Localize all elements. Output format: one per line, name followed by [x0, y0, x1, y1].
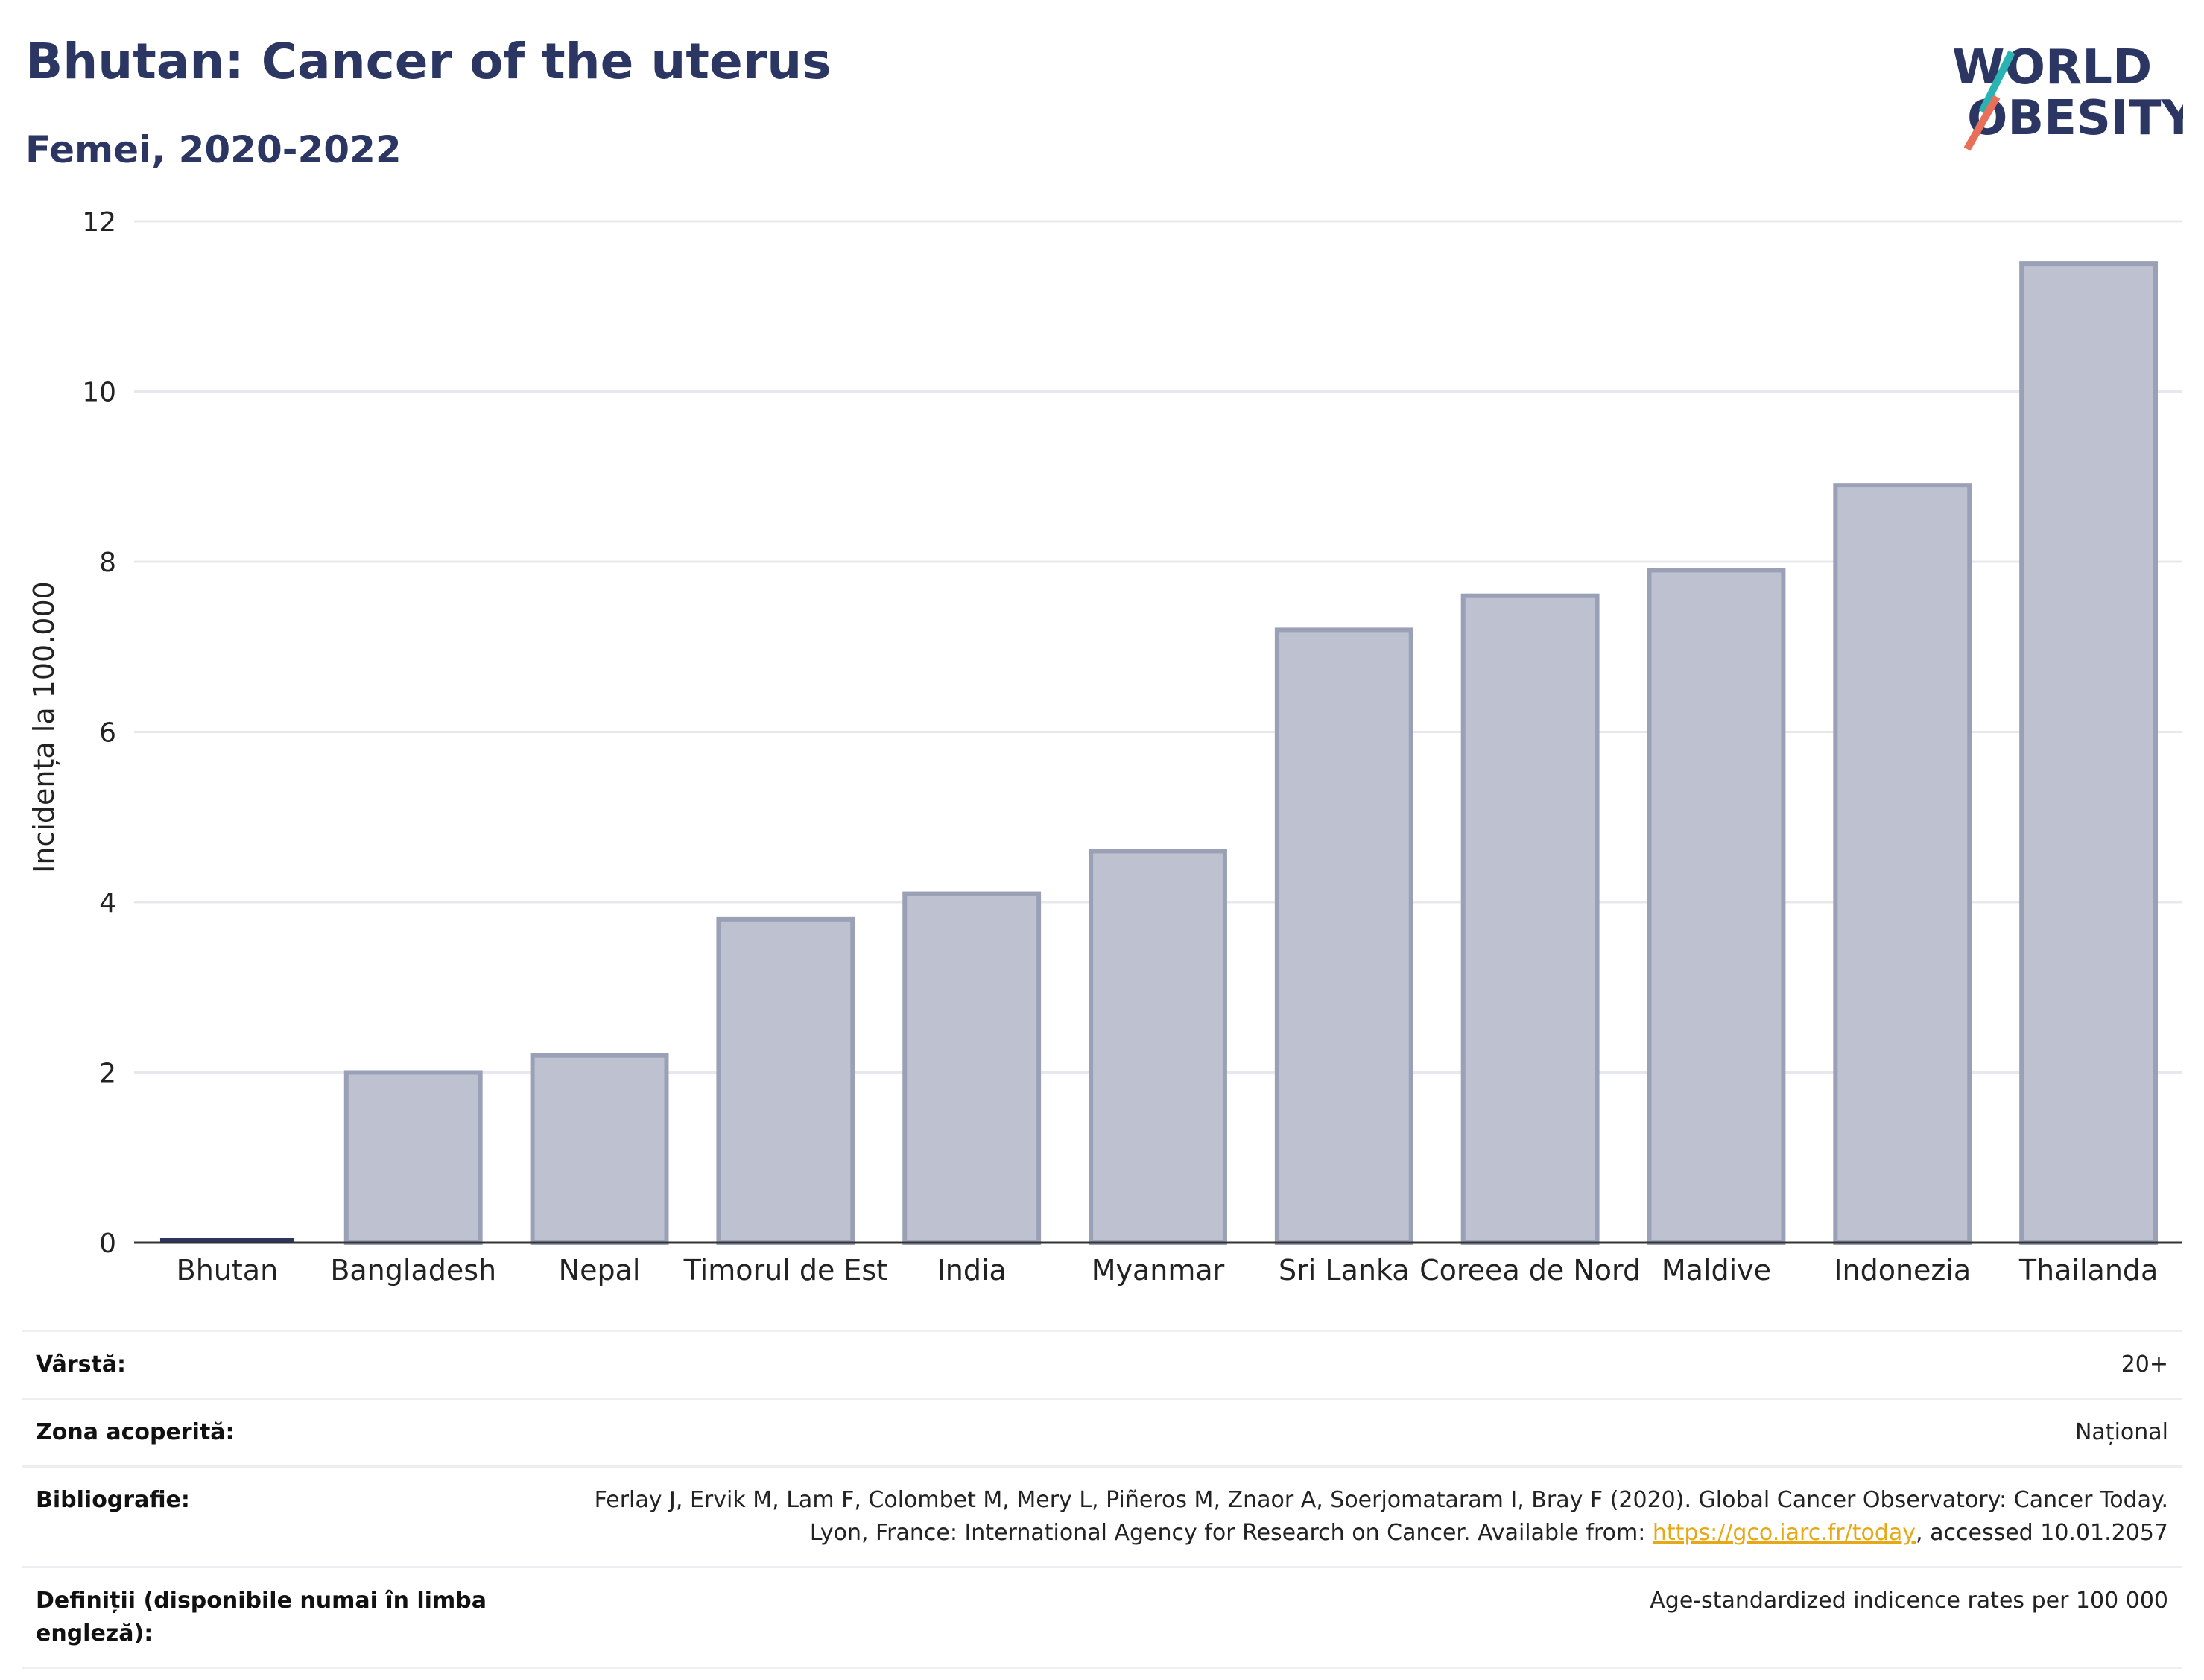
bar-chart: 0 2 4 6 8 10 12 Bhutan Bangladesh Nepal Timorul d… — [28, 207, 2182, 1287]
bibliography-accessed: , accessed 10.01.2057 — [1916, 1520, 2168, 1546]
world-obesity-logo: WORLD OBESITY — [1952, 40, 2183, 151]
x-tick-label: Maldive — [1662, 1254, 1771, 1287]
x-tick-label: Sri Lanka — [1279, 1254, 1410, 1287]
meta-value: 20+ — [2121, 1351, 2168, 1378]
y-tick-label: 10 — [82, 378, 116, 408]
bibliography-link[interactable]: https://gco.iarc.fr/today — [1652, 1520, 1916, 1546]
x-tick-label: Coreea de Nord — [1419, 1254, 1641, 1287]
bar-sri-lanka — [1274, 627, 1413, 1245]
meta-value: Age-standardized indicence rates per 100… — [1650, 1588, 2168, 1614]
y-tick-label: 6 — [99, 718, 116, 749]
bar-bhutan — [159, 1238, 294, 1243]
bibliography-text: Ferlay J, Ervik M, Lam F, Colombet M, Me… — [594, 1487, 2168, 1546]
meta-value: Național — [2074, 1419, 2168, 1445]
x-axis-ticks: Bhutan Bangladesh Nepal Timorul de Est India… — [177, 1254, 2159, 1287]
x-tick-label: Indonezia — [1834, 1254, 1971, 1287]
bar-nepal — [530, 1053, 669, 1246]
y-tick-label: 8 — [99, 548, 116, 578]
y-tick-label: 0 — [99, 1229, 116, 1259]
bar-india — [902, 891, 1042, 1245]
y-tick-label: 12 — [82, 207, 116, 238]
meta-label: Definiții (disponibile numai în limba en… — [36, 1588, 487, 1646]
y-tick-label: 2 — [99, 1059, 116, 1089]
page-title: Bhutan: Cancer of the uterus — [25, 33, 832, 90]
bar-maldive — [1647, 568, 1786, 1245]
logo-slash-teal — [1978, 50, 2015, 114]
bar-myanmar — [1089, 849, 1227, 1245]
bar-thailanda — [2019, 261, 2159, 1245]
x-tick-label: India — [937, 1254, 1007, 1287]
logo-word-world: WORLD — [1952, 40, 2152, 95]
logo-slash-coral — [1963, 95, 2001, 151]
page-subtitle: Femei, 2020-2022 — [25, 128, 402, 171]
metadata-table: Vârstă: 20+ Zona acoperită: Național Bib… — [22, 1330, 2182, 1669]
meta-label: Bibliografie: — [36, 1487, 190, 1513]
meta-row-bibliography: Bibliografie: Ferlay J, Ervik M, Lam F, … — [22, 1465, 2182, 1566]
x-tick-label: Timorul de Est — [683, 1254, 888, 1287]
meta-value: Ferlay J, Ervik M, Lam F, Colombet M, Me… — [529, 1484, 2168, 1550]
y-axis-ticks: 0 2 4 6 8 10 12 — [82, 207, 116, 1259]
x-tick-label: Nepal — [559, 1254, 641, 1287]
meta-row-definitions: Definiții (disponibile numai în limba en… — [22, 1566, 2182, 1669]
bars — [159, 261, 2159, 1246]
x-tick-label: Bhutan — [177, 1254, 279, 1287]
bar-bangladesh — [343, 1070, 483, 1245]
x-tick-label: Thailanda — [2018, 1254, 2158, 1287]
bar-coreea-de-nord — [1460, 593, 1600, 1245]
meta-row-age: Vârstă: 20+ — [22, 1330, 2182, 1398]
y-tick-label: 4 — [99, 888, 116, 919]
bar-indonezia — [1833, 483, 1972, 1245]
bar-timorul-de-est — [716, 916, 855, 1245]
meta-label: Zona acoperită: — [36, 1419, 235, 1445]
y-axis-label: Incidența la 100.000 — [28, 581, 60, 873]
logo-word-obesity: OBESITY — [1967, 91, 2183, 146]
x-tick-label: Myanmar — [1092, 1254, 1225, 1287]
x-tick-label: Bangladesh — [330, 1254, 496, 1287]
meta-row-area: Zona acoperită: Național — [22, 1398, 2182, 1465]
meta-label: Vârstă: — [36, 1351, 127, 1378]
